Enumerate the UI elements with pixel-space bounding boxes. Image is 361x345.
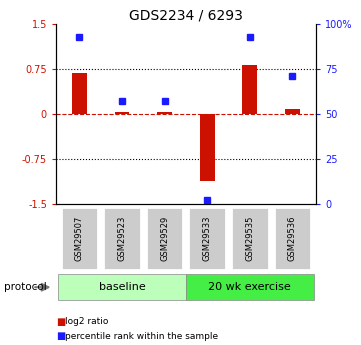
Title: GDS2234 / 6293: GDS2234 / 6293 xyxy=(129,9,243,23)
Text: ■: ■ xyxy=(56,317,65,326)
Text: log2 ratio: log2 ratio xyxy=(65,317,108,326)
FancyBboxPatch shape xyxy=(186,274,314,300)
Text: GSM29529: GSM29529 xyxy=(160,215,169,261)
Text: GSM29533: GSM29533 xyxy=(203,215,212,261)
Bar xyxy=(157,112,172,114)
FancyBboxPatch shape xyxy=(103,207,141,269)
FancyBboxPatch shape xyxy=(188,207,226,269)
Bar xyxy=(200,114,215,181)
Text: 20 wk exercise: 20 wk exercise xyxy=(208,282,291,292)
Text: GSM29523: GSM29523 xyxy=(117,215,126,261)
FancyBboxPatch shape xyxy=(274,207,311,269)
Text: GSM29507: GSM29507 xyxy=(75,215,84,261)
FancyBboxPatch shape xyxy=(58,274,186,300)
FancyBboxPatch shape xyxy=(61,207,98,269)
Text: percentile rank within the sample: percentile rank within the sample xyxy=(65,332,218,341)
Bar xyxy=(72,73,87,114)
Bar xyxy=(285,109,300,114)
FancyBboxPatch shape xyxy=(231,207,269,269)
Text: protocol: protocol xyxy=(4,282,46,292)
Text: baseline: baseline xyxy=(99,282,145,292)
Bar xyxy=(242,65,257,114)
FancyBboxPatch shape xyxy=(146,207,183,269)
Text: ■: ■ xyxy=(56,332,65,341)
Bar xyxy=(114,112,130,114)
Text: GSM29536: GSM29536 xyxy=(288,215,297,261)
Text: GSM29535: GSM29535 xyxy=(245,215,255,261)
